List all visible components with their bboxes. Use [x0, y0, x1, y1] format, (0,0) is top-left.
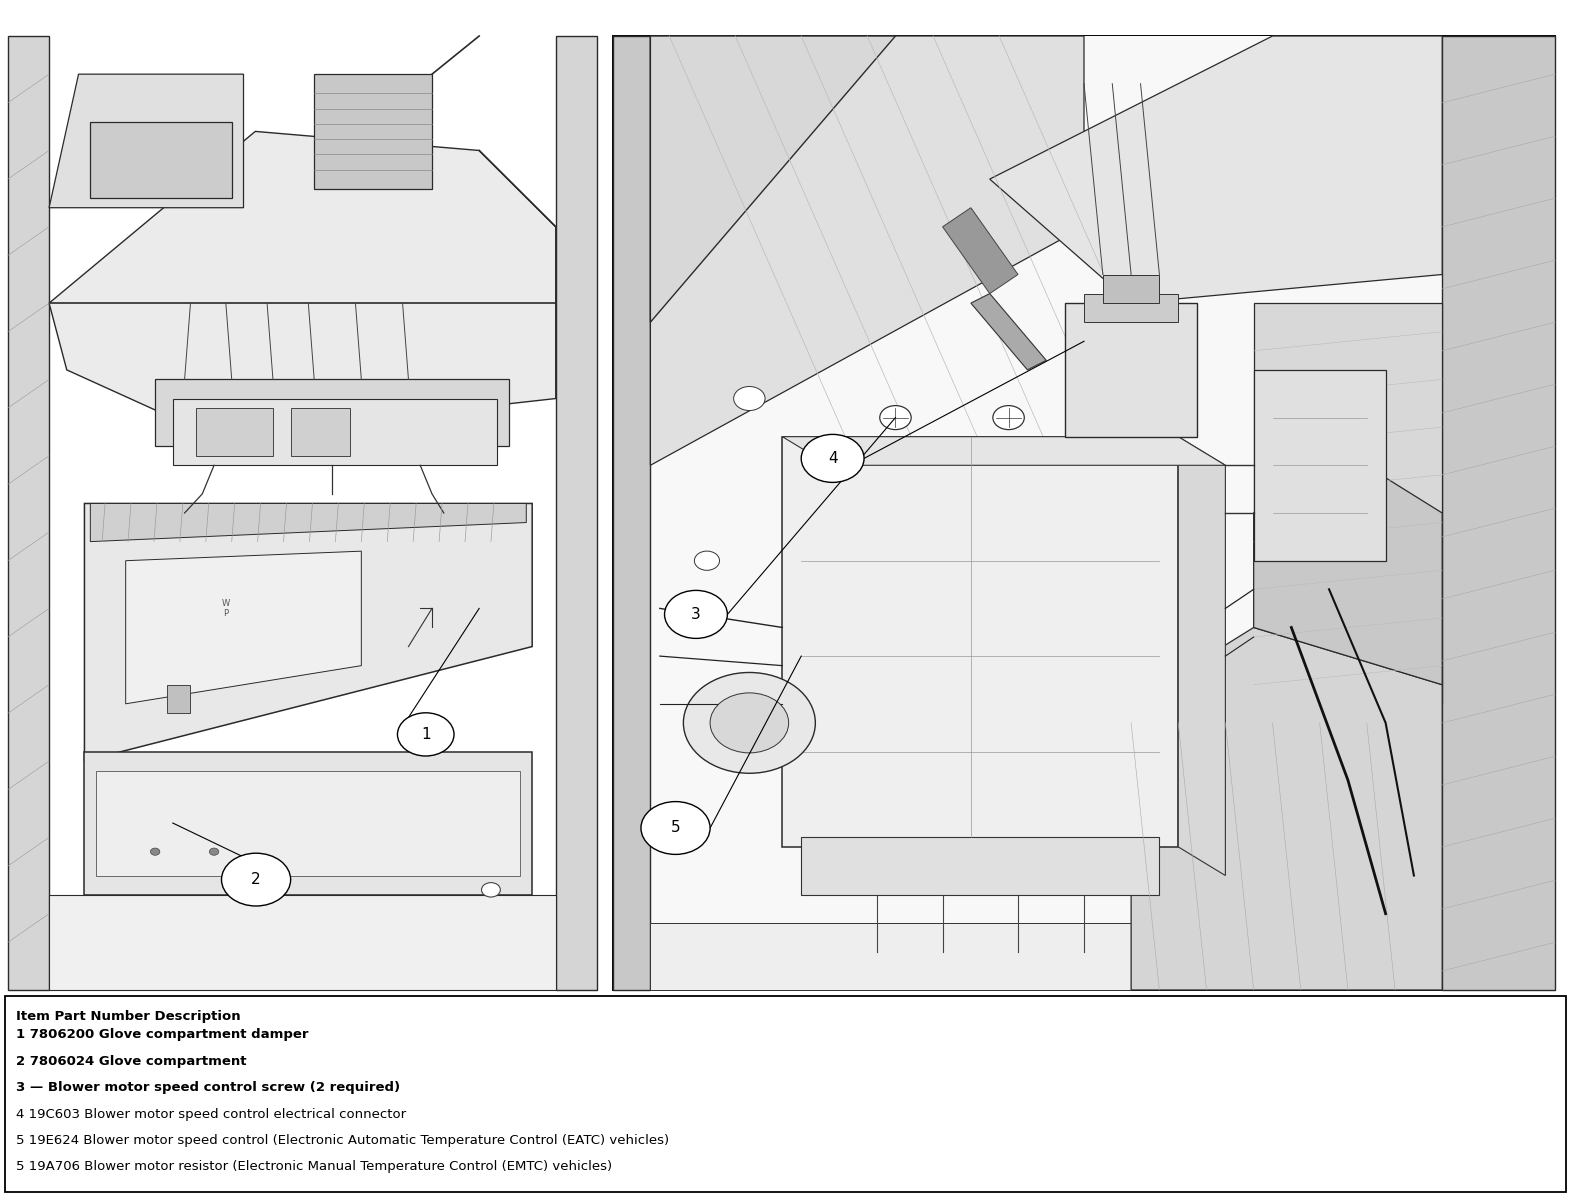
Polygon shape	[1442, 36, 1555, 990]
Polygon shape	[167, 685, 190, 713]
Polygon shape	[1103, 275, 1159, 304]
Polygon shape	[801, 838, 1159, 895]
Text: 4: 4	[828, 451, 837, 466]
Text: W
P: W P	[222, 599, 229, 618]
Circle shape	[641, 802, 710, 854]
Circle shape	[683, 672, 815, 773]
Polygon shape	[1254, 437, 1442, 685]
Circle shape	[397, 713, 454, 756]
Polygon shape	[650, 36, 1442, 990]
Polygon shape	[1254, 304, 1442, 703]
Polygon shape	[291, 408, 349, 456]
Polygon shape	[91, 504, 526, 541]
Circle shape	[209, 848, 218, 856]
Circle shape	[801, 434, 864, 482]
Polygon shape	[613, 36, 650, 990]
Circle shape	[710, 692, 789, 752]
Polygon shape	[49, 304, 556, 437]
Text: 4 19C603 Blower motor speed control electrical connector: 4 19C603 Blower motor speed control elec…	[16, 1108, 405, 1121]
Polygon shape	[782, 437, 1178, 847]
Bar	[5, 996, 1566, 1192]
Text: 5: 5	[671, 821, 680, 835]
Circle shape	[151, 848, 160, 856]
Polygon shape	[314, 74, 432, 188]
Circle shape	[734, 386, 765, 410]
Polygon shape	[1131, 628, 1442, 990]
Text: Item Part Number Description: Item Part Number Description	[16, 1010, 240, 1024]
Circle shape	[481, 883, 500, 898]
Polygon shape	[650, 923, 1131, 990]
Polygon shape	[971, 294, 1046, 370]
Text: 1: 1	[421, 727, 430, 742]
Polygon shape	[943, 208, 1018, 294]
Text: 5 19E624 Blower motor speed control (Electronic Automatic Temperature Control (E: 5 19E624 Blower motor speed control (Ele…	[16, 1134, 669, 1147]
Polygon shape	[49, 131, 556, 304]
Polygon shape	[1178, 437, 1225, 876]
Polygon shape	[650, 36, 895, 322]
Text: 1 7806200 Glove compartment damper: 1 7806200 Glove compartment damper	[16, 1028, 308, 1042]
Polygon shape	[91, 122, 233, 198]
Polygon shape	[1254, 370, 1386, 560]
Polygon shape	[85, 751, 533, 895]
Polygon shape	[556, 36, 597, 990]
Polygon shape	[96, 770, 520, 876]
Polygon shape	[85, 504, 533, 761]
Bar	[613, 36, 1555, 990]
Text: 3: 3	[691, 607, 701, 622]
Text: 3 — Blower motor speed control screw (2 required): 3 — Blower motor speed control screw (2 …	[16, 1081, 401, 1094]
Polygon shape	[650, 36, 1084, 466]
Polygon shape	[8, 36, 49, 990]
Circle shape	[222, 853, 291, 906]
Circle shape	[993, 406, 1024, 430]
Text: 2: 2	[251, 872, 261, 887]
Polygon shape	[173, 398, 496, 466]
Circle shape	[880, 406, 911, 430]
Circle shape	[694, 551, 720, 570]
Polygon shape	[782, 437, 1225, 466]
Polygon shape	[1084, 294, 1178, 322]
Polygon shape	[156, 379, 509, 446]
Polygon shape	[990, 36, 1442, 304]
Polygon shape	[49, 74, 244, 208]
Text: 5 19A706 Blower motor resistor (Electronic Manual Temperature Control (EMTC) veh: 5 19A706 Blower motor resistor (Electron…	[16, 1160, 611, 1174]
Polygon shape	[237, 866, 284, 895]
Polygon shape	[1065, 304, 1197, 437]
Text: 2 7806024 Glove compartment: 2 7806024 Glove compartment	[16, 1055, 247, 1068]
Polygon shape	[126, 551, 361, 703]
Polygon shape	[49, 895, 556, 990]
Circle shape	[665, 590, 727, 638]
Polygon shape	[196, 408, 273, 456]
